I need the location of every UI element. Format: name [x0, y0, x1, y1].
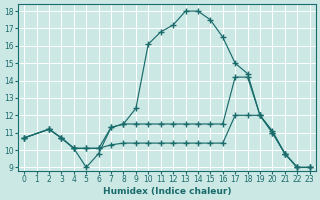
X-axis label: Humidex (Indice chaleur): Humidex (Indice chaleur) [103, 187, 231, 196]
